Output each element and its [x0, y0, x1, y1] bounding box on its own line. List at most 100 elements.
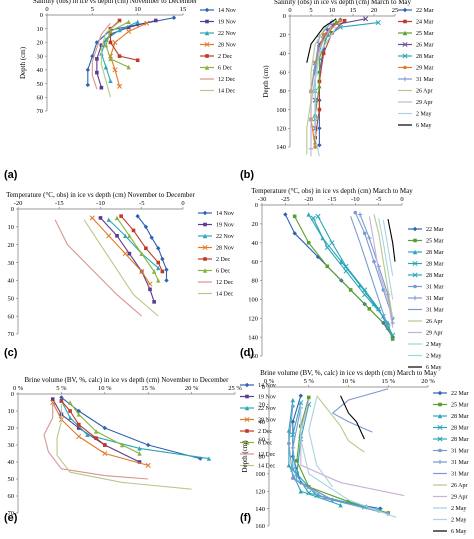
data-point: [317, 107, 322, 112]
data-point: [367, 235, 372, 241]
x-tick-label: 20 %: [421, 378, 435, 385]
data-point: [160, 256, 165, 262]
data-point: [295, 459, 299, 463]
legend-label: 14 Nov: [218, 8, 236, 14]
chart-title: Brine volume (BV, %, calc) in ice vs dep…: [260, 369, 437, 377]
x-tick-label: 0 %: [264, 378, 275, 385]
series-line-f-11: [308, 397, 334, 488]
chart-panel-b: Salinity (obs) in ice vs depth (cm) Marc…: [240, 0, 434, 181]
chart-legend: 14 Nov 19 Nov 22 Nov 28 Nov 2 Dec 6 Dec 12 Dec…: [198, 210, 234, 298]
legend-label: 28 Nov: [216, 246, 234, 252]
legend-label: 2 Dec: [258, 429, 272, 435]
series-line-e-6: [43, 404, 149, 480]
legend-marker: [402, 53, 408, 59]
y-tick-label: 20: [8, 242, 15, 249]
x-tick-label: -15: [55, 200, 64, 207]
series-line-f-7: [332, 388, 389, 433]
y-tick-label: 30: [37, 53, 44, 60]
legend-label: 25 Mar: [451, 403, 469, 409]
chart-panel-e: Brine volume (BV, %, calc) in ice vs dep…: [4, 376, 276, 524]
legend-marker: [437, 390, 443, 396]
data-point: [206, 456, 212, 461]
data-point: [362, 287, 368, 293]
y-tick-label: 30: [8, 442, 15, 449]
y-axis-title: Depth (cm): [241, 440, 249, 473]
y-tick-label: 80: [252, 278, 259, 285]
data-point: [108, 56, 113, 62]
data-point: [127, 233, 132, 238]
y-tick-label: 60: [8, 313, 15, 320]
legend-label: 28 Mar: [451, 437, 469, 443]
legend-label: 6 May: [426, 365, 442, 371]
legend-marker: [204, 65, 210, 70]
data-point: [106, 233, 112, 239]
chart-panel-c: Temperature (°C, obs) in ice vs depth (c…: [4, 191, 234, 359]
data-point: [76, 426, 81, 430]
legend-marker: [244, 440, 250, 445]
legend-marker: [412, 226, 418, 232]
legend-label: 22 Mar: [426, 227, 444, 233]
data-point: [290, 432, 296, 438]
data-point: [90, 53, 95, 59]
data-point: [329, 240, 335, 246]
data-point: [126, 25, 131, 30]
data-point: [127, 251, 132, 256]
series-line-a-1: [96, 19, 156, 88]
x-tick-label: 25 %: [228, 385, 242, 392]
y-axis-title: Depth (cm): [262, 65, 270, 98]
legend-label: 12 Dec: [216, 280, 233, 286]
y-tick-label: 120: [255, 488, 265, 495]
series-line-d-1: [294, 216, 394, 340]
chart-panel-f: Brine volume (BV, %, calc) in ice vs dep…: [240, 369, 469, 535]
chart-title: Temperature (°C, obs) in ice vs depth (c…: [6, 191, 195, 199]
data-point: [321, 51, 326, 56]
data-point: [290, 445, 296, 451]
legend-marker: [403, 65, 407, 70]
legend-marker: [437, 413, 443, 419]
data-point: [363, 16, 369, 22]
legend-label: 19 Nov: [216, 223, 234, 229]
data-point: [338, 18, 343, 23]
y-tick-label: 0: [11, 206, 14, 213]
data-point: [85, 82, 90, 88]
data-point: [292, 214, 297, 219]
data-point: [76, 408, 81, 414]
data-point: [152, 300, 156, 304]
data-point: [114, 215, 120, 221]
x-tick-label: -5: [139, 200, 144, 207]
series-line-c-6: [54, 219, 143, 317]
data-point: [343, 263, 349, 269]
y-tick-label: 0: [262, 384, 265, 391]
y-tick-label: 100: [248, 297, 258, 304]
data-point: [148, 287, 152, 292]
panel-label: (c): [4, 347, 18, 359]
legend-marker: [412, 272, 418, 278]
x-tick-label: -10: [96, 200, 105, 207]
data-point: [322, 496, 327, 501]
legend-label: 22 Nov: [216, 234, 234, 240]
data-point: [139, 268, 145, 275]
data-point: [324, 244, 330, 251]
series-line-d-9: [368, 216, 394, 328]
legend-label: 31 Mar: [451, 460, 469, 466]
data-point: [117, 54, 122, 58]
chart-panel-a: Salinity (obs) in ice vs depth (cm) Nove…: [4, 0, 236, 181]
series-line-d-10: [378, 218, 394, 300]
data-point: [117, 27, 122, 33]
y-tick-label: 10: [37, 26, 44, 33]
series-line-b-9: [314, 26, 337, 157]
data-point: [135, 19, 140, 25]
x-tick-label: 0: [45, 6, 48, 13]
legend-marker: [205, 54, 209, 58]
legend-marker: [413, 284, 417, 289]
legend-label: 19 Nov: [218, 20, 236, 26]
data-point: [112, 39, 118, 45]
y-tick-label: 60: [252, 259, 259, 266]
data-point: [321, 32, 326, 37]
legend-marker: [402, 41, 408, 48]
data-point: [103, 64, 109, 70]
legend-label: 22 Mar: [416, 8, 434, 14]
series-line-a-6: [91, 22, 111, 90]
series-line-e-7: [56, 404, 192, 490]
